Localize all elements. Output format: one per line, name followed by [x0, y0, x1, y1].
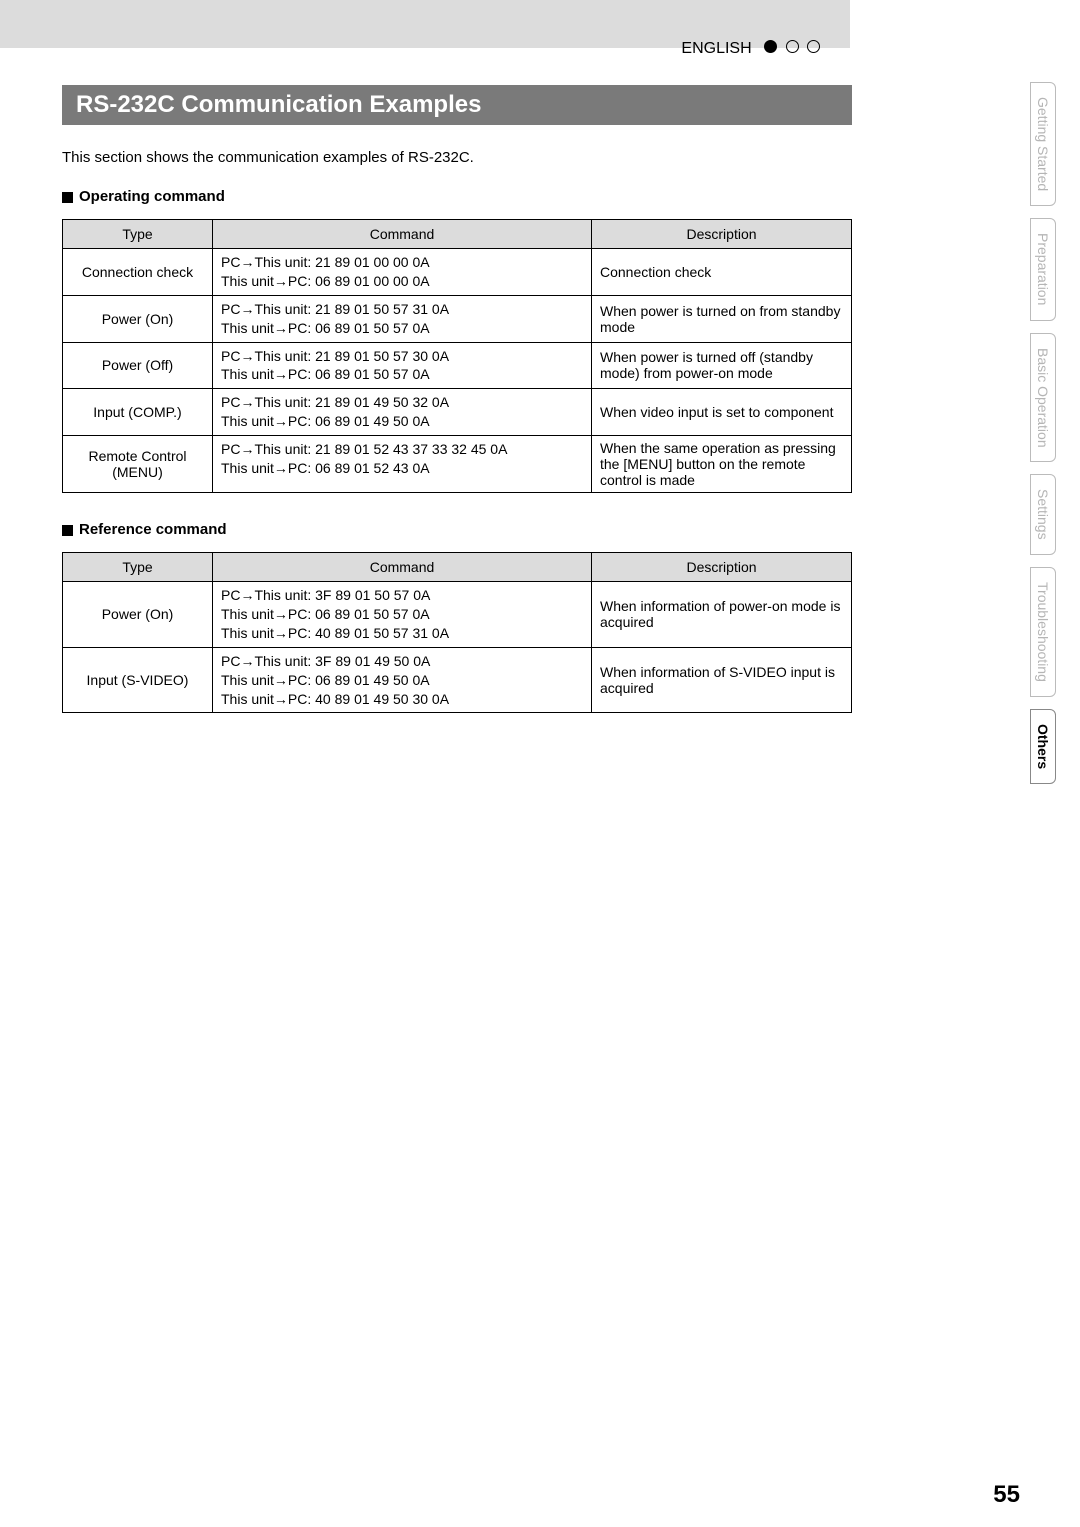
dot-filled-icon — [764, 40, 777, 53]
operating-heading: Operating command — [62, 188, 852, 205]
header: ENGLISH — [0, 40, 850, 58]
language-dots — [762, 40, 822, 58]
cell-description: When the same operation as pressing the … — [592, 436, 852, 493]
page-title: RS-232C Communication Examples — [62, 85, 852, 125]
side-tab[interactable]: Others — [1030, 709, 1056, 784]
table-row: Remote Control (MENU)PC→This unit: 21 89… — [63, 436, 852, 493]
cell-description: When power is turned off (standby mode) … — [592, 342, 852, 389]
cell-command: PC→This unit: 3F 89 01 50 57 0AThis unit… — [213, 582, 592, 648]
intro-text: This section shows the communication exa… — [62, 149, 852, 166]
side-tab[interactable]: Preparation — [1030, 218, 1056, 320]
cell-type: Remote Control (MENU) — [63, 436, 213, 493]
cell-type: Input (COMP.) — [63, 389, 213, 436]
side-tab[interactable]: Basic Operation — [1030, 333, 1056, 463]
cell-command: PC→This unit: 21 89 01 50 57 31 0AThis u… — [213, 295, 592, 342]
square-bullet-icon — [62, 525, 73, 536]
table-row: Power (Off)PC→This unit: 21 89 01 50 57 … — [63, 342, 852, 389]
operating-heading-text: Operating command — [79, 188, 225, 205]
reference-heading-text: Reference command — [79, 521, 227, 538]
side-tab[interactable]: Settings — [1030, 474, 1056, 555]
cell-description: When video input is set to component — [592, 389, 852, 436]
cell-type: Power (On) — [63, 295, 213, 342]
square-bullet-icon — [62, 192, 73, 203]
cell-type: Input (S-VIDEO) — [63, 647, 213, 713]
side-tabs: Getting Started Preparation Basic Operatio… — [1030, 82, 1058, 796]
cell-command: PC→This unit: 21 89 01 50 57 30 0AThis u… — [213, 342, 592, 389]
side-tab[interactable]: Getting Started — [1030, 82, 1056, 206]
col-command: Command — [213, 553, 592, 582]
col-type: Type — [63, 220, 213, 249]
language-label: ENGLISH — [681, 40, 751, 57]
col-description: Description — [592, 553, 852, 582]
page-number: 55 — [993, 1481, 1020, 1509]
cell-type: Power (On) — [63, 582, 213, 648]
reference-table: Type Command Description Power (On)PC→Th… — [62, 552, 852, 713]
dot-empty-icon — [807, 40, 820, 53]
cell-command: PC→This unit: 3F 89 01 49 50 0AThis unit… — [213, 647, 592, 713]
cell-command: PC→This unit: 21 89 01 00 00 0AThis unit… — [213, 249, 592, 296]
cell-command: PC→This unit: 21 89 01 49 50 32 0AThis u… — [213, 389, 592, 436]
table-row: Power (On)PC→This unit: 3F 89 01 50 57 0… — [63, 582, 852, 648]
side-tab[interactable]: Troubleshooting — [1030, 567, 1056, 697]
cell-command: PC→This unit: 21 89 01 52 43 37 33 32 45… — [213, 436, 592, 493]
table-row: Power (On)PC→This unit: 21 89 01 50 57 3… — [63, 295, 852, 342]
table-row: Input (S-VIDEO)PC→This unit: 3F 89 01 49… — [63, 647, 852, 713]
col-description: Description — [592, 220, 852, 249]
main-content: RS-232C Communication Examples This sect… — [62, 85, 852, 741]
cell-description: When information of power-on mode is acq… — [592, 582, 852, 648]
cell-description: When information of S-VIDEO input is acq… — [592, 647, 852, 713]
dot-empty-icon — [786, 40, 799, 53]
cell-type: Power (Off) — [63, 342, 213, 389]
cell-description: Connection check — [592, 249, 852, 296]
operating-table: Type Command Description Connection chec… — [62, 219, 852, 493]
table-row: Connection checkPC→This unit: 21 89 01 0… — [63, 249, 852, 296]
col-command: Command — [213, 220, 592, 249]
table-row: Input (COMP.)PC→This unit: 21 89 01 49 5… — [63, 389, 852, 436]
cell-description: When power is turned on from standby mod… — [592, 295, 852, 342]
col-type: Type — [63, 553, 213, 582]
cell-type: Connection check — [63, 249, 213, 296]
reference-heading: Reference command — [62, 521, 852, 538]
